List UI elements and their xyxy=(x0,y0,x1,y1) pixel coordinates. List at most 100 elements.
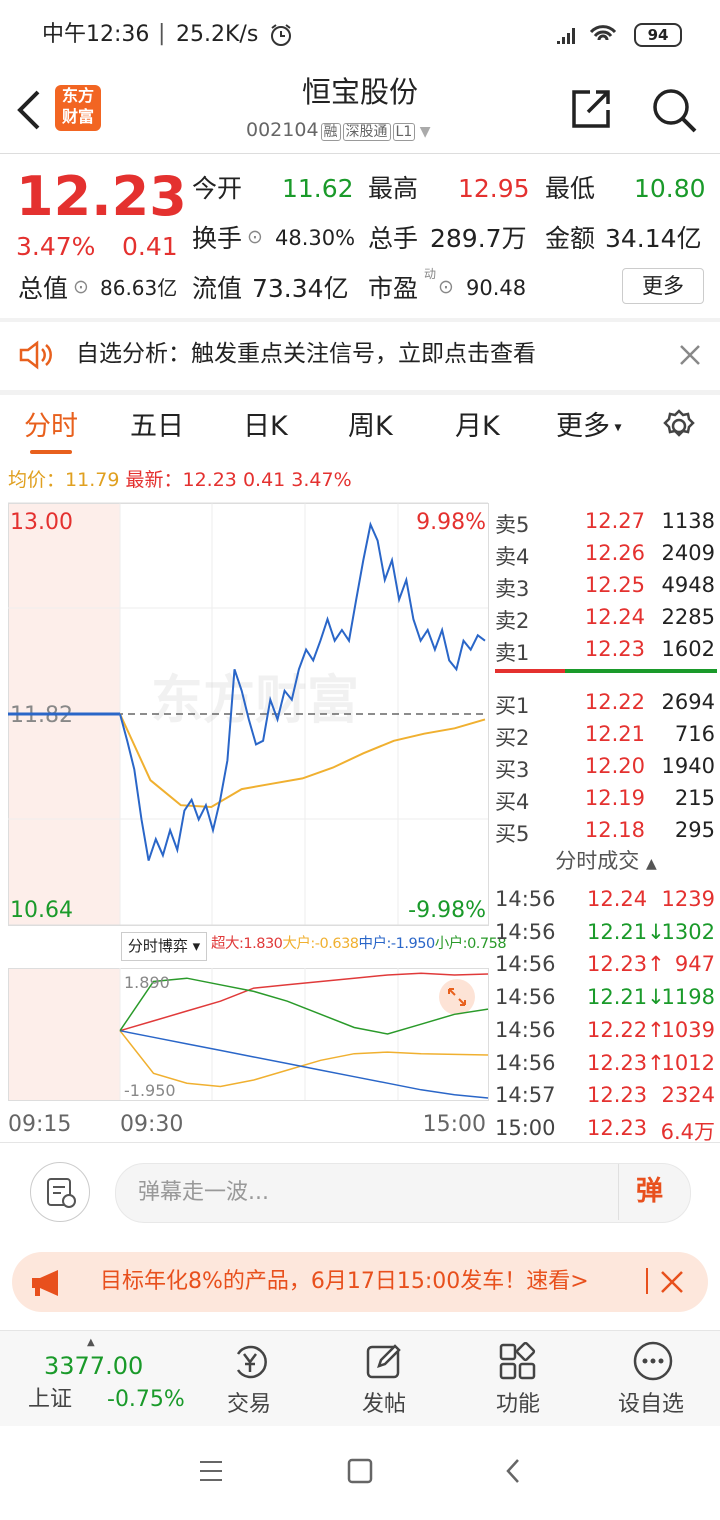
flow-selector[interactable]: 分时博弈 ▾ xyxy=(121,932,207,961)
change-pct: 3.47% xyxy=(16,232,96,261)
index-value[interactable]: 3377.00 xyxy=(44,1352,144,1380)
book-label: 卖3 xyxy=(495,577,530,601)
close-notice[interactable] xyxy=(678,343,702,367)
notice-text[interactable]: 自选分析：触发重点关注信号，立即点击查看 xyxy=(76,341,536,367)
info-icon[interactable]: ⊙ xyxy=(438,276,454,298)
post-icon xyxy=(366,1344,401,1379)
trade-time: 14:57 xyxy=(495,1083,556,1108)
stock-code-line: 002104 融深股通 L1 ▼ xyxy=(246,119,431,141)
stat-label: 市盈 xyxy=(368,274,419,303)
danmaku-input[interactable] xyxy=(115,1163,691,1223)
book-row: 卖4 12.26 2409 xyxy=(495,537,717,569)
book-volume: 2409 xyxy=(661,541,715,565)
flow-frame xyxy=(8,968,489,1101)
divider xyxy=(0,153,720,154)
book-price: 12.20 xyxy=(584,754,645,778)
last-value: 12.23 xyxy=(182,469,237,491)
stat-label: 换手 xyxy=(192,224,243,253)
trade-row: 15:00 12.23 6.4万 xyxy=(495,1112,717,1144)
stat-value: 12.95 xyxy=(458,174,530,203)
y2-tick-label: -9.98% xyxy=(408,898,486,923)
book-row: 卖2 12.24 2285 xyxy=(495,601,717,633)
settings-button[interactable] xyxy=(661,408,697,444)
trade-time: 15:00 xyxy=(495,1115,556,1140)
info-icon[interactable]: ⊙ xyxy=(73,276,89,298)
ad-text[interactable]: 目标年化8%的产品，6月17日15:00发车！速看> xyxy=(100,1269,589,1294)
book-price: 12.26 xyxy=(584,541,645,565)
net-speed: 25.2K/s xyxy=(176,22,259,47)
trade-volume: 6.4万 xyxy=(660,1119,715,1144)
search-button[interactable] xyxy=(650,86,698,134)
ad-banner[interactable] xyxy=(12,1252,708,1312)
alarm-icon xyxy=(271,24,291,46)
share-button[interactable] xyxy=(570,88,614,130)
danmaku-toggle[interactable] xyxy=(30,1162,90,1222)
stat-sup: 动 xyxy=(424,267,437,281)
selector-text: 分时博弈 xyxy=(127,937,188,955)
trade-time: 14:56 xyxy=(495,887,556,911)
tab[interactable]: 五日 xyxy=(130,411,184,442)
book-price: 12.27 xyxy=(584,509,645,533)
nav-label[interactable]: 功能 xyxy=(496,1392,541,1417)
trade-row: 14:56 12.21↓ 1198 xyxy=(495,981,717,1011)
trade-time: 14:56 xyxy=(495,1050,556,1075)
close-ad[interactable] xyxy=(660,1270,684,1294)
flow-legend: 超大:1.830大户:-0.638中户:-1.950小户:0.758 xyxy=(211,936,507,952)
trade-time: 14:56 xyxy=(495,985,556,1010)
tab[interactable]: 更多 ▾ xyxy=(556,411,622,442)
status-time: 中午12:36 xyxy=(42,22,150,47)
book-price: 12.24 xyxy=(584,605,645,629)
danmaku-send[interactable]: 弹 xyxy=(636,1176,663,1207)
nav-label[interactable]: 设自选 xyxy=(618,1392,685,1417)
last-label: 最新： xyxy=(125,469,183,491)
tab[interactable]: 周K xyxy=(348,411,393,442)
info-icon[interactable]: ⊙ xyxy=(247,226,263,248)
nav-label[interactable]: 发帖 xyxy=(362,1392,407,1417)
x-tick-label: 09:30 xyxy=(120,1112,183,1137)
nav-label[interactable]: 交易 xyxy=(227,1392,272,1417)
tab-active[interactable]: 分时 xyxy=(24,411,78,442)
book-label: 买5 xyxy=(495,822,530,846)
expand-arrows xyxy=(448,988,466,1006)
stat-label: 总值 xyxy=(18,274,69,303)
index-name: 上证 xyxy=(28,1387,73,1412)
trade-time: 14:56 xyxy=(495,1017,556,1042)
y-tick-label: 10.64 xyxy=(10,898,73,923)
stat-value: 11.62 xyxy=(282,174,354,203)
trade-price: 12.22↑ xyxy=(587,1017,665,1042)
book-price: 12.21 xyxy=(584,722,645,746)
tab[interactable]: 日K xyxy=(243,411,288,442)
trade-price: 12.23 xyxy=(587,1115,648,1140)
book-price: 12.19 xyxy=(584,786,645,810)
book-row: 买5 12.18 295 xyxy=(495,814,717,846)
stat-label: 最高 xyxy=(368,174,419,203)
stat-label: 今开 xyxy=(192,174,243,203)
series-line xyxy=(119,713,486,809)
signal-icons xyxy=(557,25,617,44)
trade-row: 14:56 12.23↑ 947 xyxy=(495,948,717,978)
battery: 94 xyxy=(634,23,682,47)
more-button[interactable]: 更多 xyxy=(622,268,704,304)
trade-price: 12.23↑ xyxy=(587,952,665,977)
stat-value: 289.7万 xyxy=(430,224,527,253)
change: 0.41 xyxy=(122,232,178,261)
divider xyxy=(0,1142,720,1143)
last-price: 12.23 xyxy=(16,165,187,228)
stock-name: 恒宝股份 xyxy=(301,75,418,109)
tab[interactable]: 月K xyxy=(455,411,500,442)
trade-volume: 1198 xyxy=(661,985,715,1010)
legend-entry: 小户:0.758 xyxy=(434,936,507,952)
back-button[interactable] xyxy=(14,88,44,132)
trade-volume: 1039 xyxy=(661,1017,715,1042)
book-label: 卖5 xyxy=(495,513,530,537)
chart-legend: 均价：11.79 最新：12.23 0.41 3.47% xyxy=(8,471,352,490)
book-label: 买2 xyxy=(495,726,530,750)
book-volume: 2285 xyxy=(661,605,715,629)
y-tick-label: 1.890 xyxy=(124,973,170,992)
trades-title-row[interactable]: 分时成交 ▲ xyxy=(555,849,657,873)
expand-icon[interactable] xyxy=(439,979,475,1015)
book-label: 卖1 xyxy=(495,641,530,665)
danmaku-icon xyxy=(47,1178,76,1208)
trade-volume: 2324 xyxy=(661,1083,715,1108)
